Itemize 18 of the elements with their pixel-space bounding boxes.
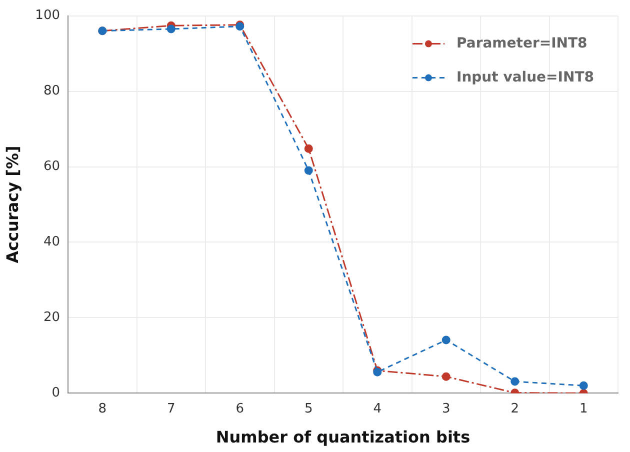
x-tick-label: 1 (579, 401, 588, 416)
y-tick-label: 100 (35, 8, 60, 24)
x-tick-label: 6 (236, 401, 244, 416)
y-axis-title: Accuracy [%] (2, 146, 22, 264)
x-tick-label: 4 (373, 401, 382, 416)
y-tick-label: 80 (43, 84, 60, 99)
x-axis-title: Number of quantization bits (216, 428, 470, 447)
y-tick-label: 0 (52, 386, 60, 401)
x-tick-label: 7 (166, 401, 176, 416)
x-tick-label: 2 (510, 401, 520, 416)
y-tick-label: 20 (43, 310, 60, 326)
y-tick-label: 60 (43, 159, 60, 174)
x-tick-label: 5 (304, 401, 313, 416)
x-tick-label: 8 (98, 401, 107, 416)
x-tick-label: 3 (442, 401, 450, 416)
legend-label: Input value=INT8 (456, 69, 594, 86)
y-tick-label: 40 (43, 234, 60, 250)
legend-label: Parameter=INT8 (456, 35, 588, 52)
